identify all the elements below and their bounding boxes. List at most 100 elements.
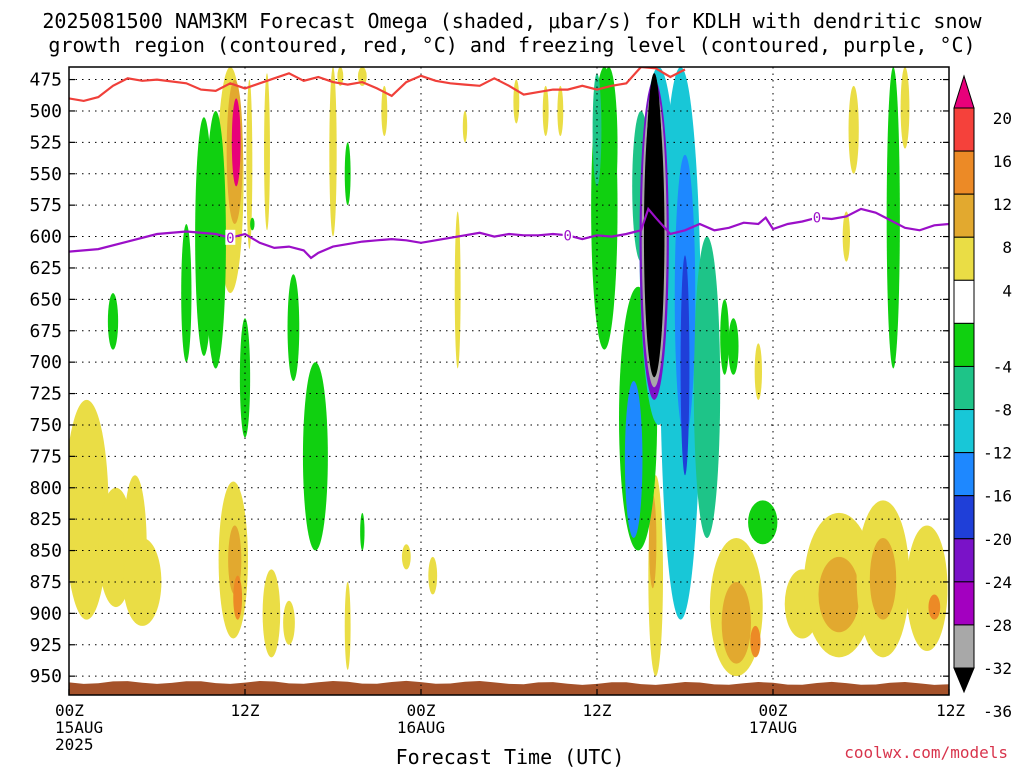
contour-label-bg	[225, 229, 236, 245]
colorbar-label: -32	[983, 659, 1012, 678]
x-tick-label: 12Z	[936, 701, 965, 720]
y-tick-label: 850	[29, 541, 62, 562]
sinking-motion-cell	[302, 362, 328, 551]
y-tick-label: 800	[29, 478, 62, 499]
colorbar-band	[953, 409, 975, 454]
rising-motion-cell	[344, 581, 351, 670]
colorbar-band	[953, 581, 975, 626]
colorbar-label: 4	[1002, 281, 1012, 300]
rising-motion-cell	[454, 211, 461, 369]
colorbar-band	[953, 495, 975, 540]
y-tick-label: 875	[29, 572, 62, 593]
y-tick-label: 900	[29, 603, 62, 624]
rising-motion-cell	[513, 79, 520, 124]
sinking-motion-cell	[205, 110, 226, 369]
colorbar-band	[953, 193, 975, 238]
y-axis: 475 500 525 550 575 600 625 650 675 700 725 750 775 8…	[29, 70, 949, 687]
sinking-motion-cell	[181, 223, 192, 363]
colorbar-label: -36	[983, 702, 1012, 721]
x-tick-label: 12Z	[583, 701, 612, 720]
freezing-level-label: 0	[813, 211, 821, 227]
rising-motion-cell	[381, 85, 388, 137]
sinking-motion-cell	[250, 217, 255, 231]
sinking-motion-cell	[693, 236, 721, 538]
colorbar-label: 12	[993, 195, 1012, 214]
rising-motion-cell	[231, 98, 241, 187]
x-tick-label: 16AUG	[397, 718, 445, 737]
rising-motion-cell	[842, 211, 850, 262]
colorbar-band	[953, 107, 975, 152]
sinking-motion-cell	[239, 318, 251, 438]
colorbar-bottom-arrow	[953, 667, 975, 694]
y-tick-label: 600	[29, 227, 62, 248]
freezing-level-label: 0	[226, 231, 234, 247]
sinking-motion-cell	[748, 500, 778, 545]
x-tick-label: 15AUG	[55, 718, 103, 737]
rising-motion-cell	[233, 575, 243, 620]
contour-label-bg	[562, 227, 573, 243]
rising-motion-cell	[928, 594, 941, 620]
rising-motion-cell	[428, 556, 438, 595]
dendritic-growth-contour	[69, 67, 686, 103]
x-axis-title: Forecast Time (UTC)	[396, 745, 625, 768]
colorbar-label: -28	[983, 616, 1012, 635]
colorbar-band	[953, 150, 975, 195]
x-tick-label: 12Z	[231, 701, 260, 720]
sinking-motion-cell	[646, 73, 663, 363]
rising-motion-cell	[401, 544, 411, 570]
rising-motion-cell	[246, 79, 253, 250]
freezing-level-label: 0	[563, 228, 571, 244]
colorbar-band	[953, 538, 975, 583]
contour-label-bg	[812, 209, 822, 225]
colorbar-band	[953, 322, 975, 367]
credit-text: coolwx.com/models	[844, 743, 1008, 762]
colorbar-top-arrow	[953, 74, 975, 109]
rising-motion-cell	[542, 85, 549, 137]
sinking-motion-cell	[344, 142, 351, 206]
y-tick-label: 950	[29, 666, 62, 687]
rising-motion-cell	[283, 600, 295, 645]
rising-motion-cell	[721, 581, 751, 664]
colorbar-label: -24	[983, 573, 1012, 592]
sinking-motion-cell	[599, 67, 618, 224]
rising-motion-cell	[818, 556, 860, 633]
colorbar: 20 16 12 8 4 -4 -8 -12 -16 -20 -24 -28 -32 -36	[953, 74, 1012, 721]
y-tick-label: 700	[29, 352, 62, 373]
y-tick-label: 925	[29, 635, 62, 656]
plot-frame	[68, 66, 950, 696]
x-tick-label: 00Z	[55, 701, 84, 720]
sinking-motion-cell	[728, 318, 739, 375]
colorbar-label: 16	[993, 152, 1012, 171]
gridlines	[69, 67, 949, 695]
y-tick-label: 825	[29, 509, 62, 530]
y-tick-label: 475	[29, 70, 62, 91]
x-tick-label: 00Z	[407, 701, 436, 720]
terrain-below-ground	[69, 680, 949, 695]
rising-motion-cell	[264, 73, 270, 231]
colorbar-label: -12	[983, 444, 1012, 463]
rising-motion-cell	[649, 494, 657, 589]
y-tick-label: 750	[29, 415, 62, 436]
colorbar-label: -16	[983, 487, 1012, 506]
rising-motion-cell	[337, 67, 344, 86]
y-tick-label: 650	[29, 289, 62, 310]
y-tick-label: 775	[29, 446, 62, 467]
colorbar-band	[953, 236, 975, 281]
y-tick-label: 575	[29, 195, 62, 216]
y-tick-label: 550	[29, 164, 62, 185]
colorbar-label: -20	[983, 530, 1012, 549]
sinking-motion-cell	[287, 274, 300, 381]
y-tick-label: 500	[29, 101, 62, 122]
y-tick-label: 525	[29, 132, 62, 153]
contour-lines: 0 0 0	[69, 67, 949, 260]
y-tick-label: 725	[29, 384, 62, 405]
rising-motion-cell	[754, 343, 762, 400]
colorbar-band	[953, 279, 975, 324]
sinking-motion-cell	[360, 512, 365, 551]
rising-motion-cell	[848, 85, 859, 174]
sinking-motion-cell	[592, 73, 602, 187]
colorbar-band	[953, 452, 975, 497]
rising-motion-cell	[69, 399, 109, 620]
colorbar-label: 20	[993, 109, 1012, 128]
